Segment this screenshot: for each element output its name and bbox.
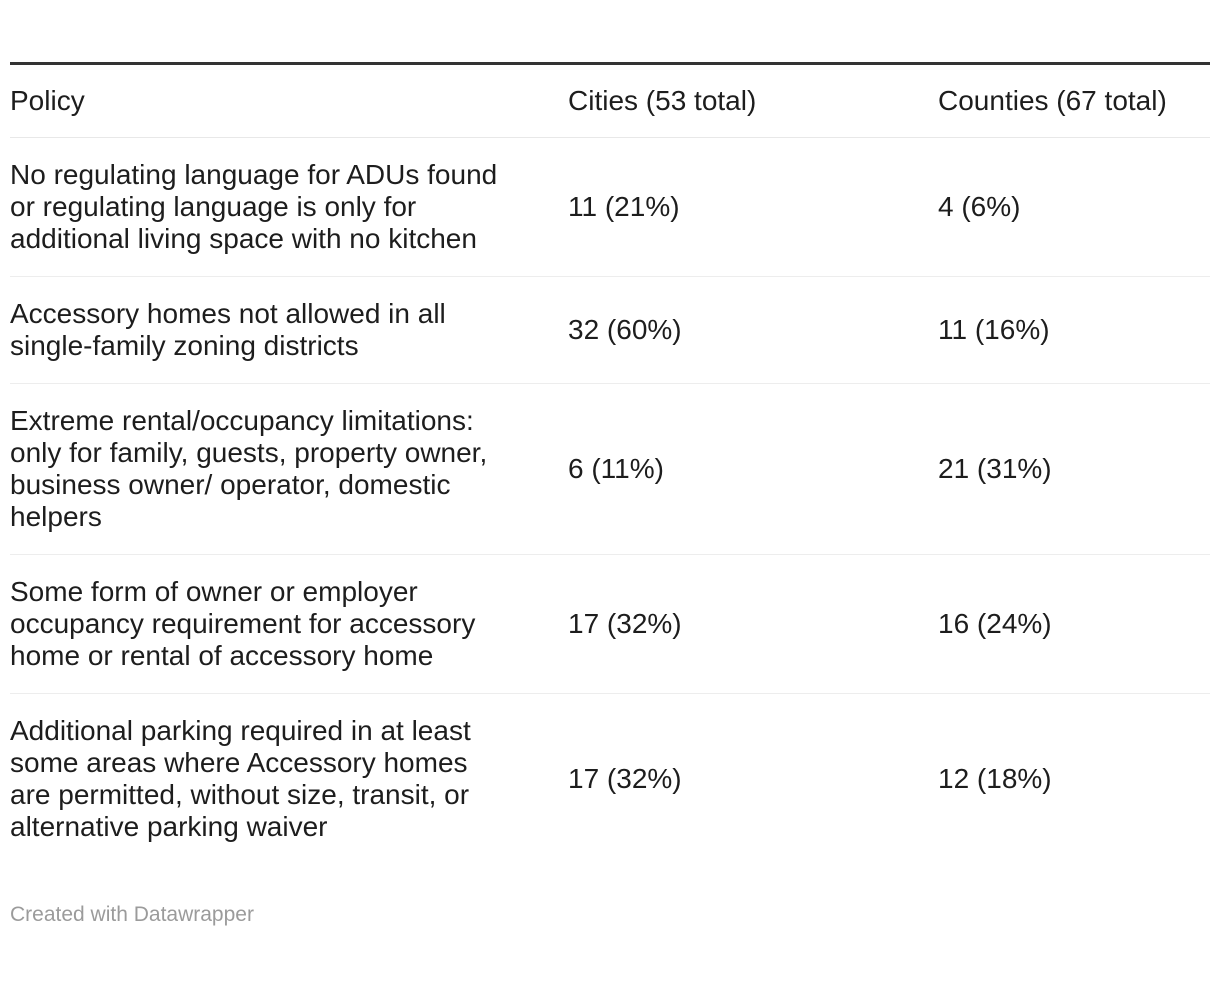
table-row: Extreme rental/occupancy limitations: on… (10, 383, 1210, 555)
policy-cell: Additional parking required in at least … (10, 715, 471, 842)
counties-value-cell: 11 (16%) (938, 276, 1210, 384)
cities-value-cell: 32 (60%) (568, 276, 938, 384)
table-row: Accessory homes not allowed in all singl… (10, 276, 1210, 384)
policy-cell: Some form of owner or employer occupancy… (10, 554, 568, 694)
counties-value-cell: 4 (6%) (938, 137, 1210, 277)
counties-value-cell: 16 (24%) (938, 554, 1210, 694)
policy-table: Policy Cities (53 total) Counties (67 to… (10, 62, 1210, 864)
table-chart-container: Policy Cities (53 total) Counties (67 to… (0, 62, 1220, 928)
policy-cell: Extreme rental/occupancy limitations: on… (10, 383, 568, 555)
cities-value-cell: 17 (32%) (568, 554, 938, 694)
datawrapper-credit: Created with Datawrapper (10, 903, 254, 926)
policy-cell: No regulating language for ADUs found or… (10, 137, 568, 277)
counties-value-cell: 21 (31%) (938, 383, 1210, 555)
table-body: No regulating language for ADUs found or… (10, 137, 1210, 865)
column-header-policy: Policy (10, 63, 568, 138)
column-header-counties: Counties (67 total) (938, 63, 1210, 138)
counties-value-cell: 12 (18%) (938, 763, 1052, 794)
policy-cell: Accessory homes not allowed in all singl… (10, 276, 568, 384)
cities-value-cell: 11 (21%) (568, 137, 938, 277)
column-header-cities: Cities (53 total) (568, 63, 938, 138)
table-row: No regulating language for ADUs found or… (10, 137, 1210, 277)
table-header-row: Policy Cities (53 total) Counties (67 to… (10, 63, 1210, 138)
cities-value-cell: 17 (32%) (568, 763, 682, 794)
table-row: Some form of owner or employer occupancy… (10, 554, 1210, 694)
table-row: Additional parking required in at least … (10, 694, 1210, 865)
table-header: Policy Cities (53 total) Counties (67 to… (10, 63, 1210, 138)
cities-value-cell: 6 (11%) (568, 383, 938, 555)
